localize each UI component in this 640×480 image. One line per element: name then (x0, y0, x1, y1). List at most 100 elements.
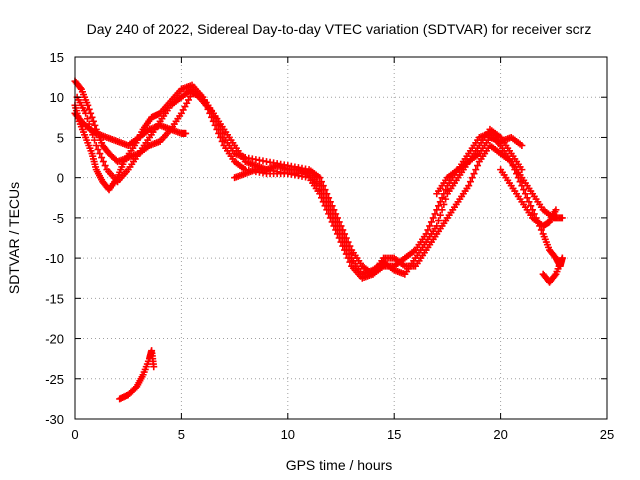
x-tick-label: 0 (71, 427, 78, 442)
data-point (440, 200, 448, 208)
data-point (346, 258, 354, 266)
y-tick-label: 10 (50, 90, 64, 105)
data-point (150, 363, 158, 371)
data-point (470, 170, 478, 178)
y-tick-label: -20 (45, 332, 64, 347)
data-series (71, 77, 566, 403)
data-point (436, 211, 444, 219)
series-track-5 (231, 162, 313, 182)
data-point (323, 206, 331, 214)
data-point (339, 242, 347, 250)
y-tick-label: -25 (45, 372, 64, 387)
data-point (514, 174, 522, 182)
series-track-8 (539, 254, 566, 286)
data-point (76, 84, 84, 92)
data-point (525, 198, 533, 206)
data-point (472, 166, 480, 174)
data-point (429, 214, 437, 222)
data-point (427, 218, 435, 226)
data-point (558, 254, 566, 262)
series-track-6 (433, 133, 526, 198)
data-point (520, 186, 528, 194)
data-point (330, 222, 338, 230)
data-point (208, 113, 216, 121)
data-point (333, 230, 341, 238)
x-tick-label: 15 (387, 427, 401, 442)
data-point (466, 178, 474, 186)
data-point (440, 190, 448, 198)
data-point (85, 105, 93, 113)
x-tick-label: 10 (281, 427, 295, 442)
data-point (101, 162, 109, 170)
y-tick-label: 15 (50, 50, 64, 65)
x-tick-label: 20 (493, 427, 507, 442)
data-point (305, 170, 313, 178)
data-point (435, 202, 443, 210)
data-point (87, 125, 95, 133)
data-point (513, 170, 521, 178)
data-point (518, 182, 526, 190)
data-point (442, 186, 450, 194)
y-tick-label: 5 (57, 130, 64, 145)
data-point (516, 178, 524, 186)
data-point (96, 150, 104, 158)
data-point (215, 129, 223, 137)
data-point (509, 162, 517, 170)
data-point (99, 158, 107, 166)
data-point (92, 141, 100, 149)
series-track-7 (497, 166, 560, 230)
data-point (507, 158, 515, 166)
data-point (468, 174, 476, 182)
data-point (89, 117, 97, 125)
data-point (424, 226, 432, 234)
data-point (94, 146, 102, 154)
y-axis-label: SDTVAR / TECUs (6, 182, 22, 294)
data-point (435, 217, 443, 225)
y-tick-label: -10 (45, 251, 64, 266)
data-point (442, 195, 450, 203)
data-point (518, 141, 526, 149)
data-point (326, 214, 334, 222)
data-point (335, 234, 343, 242)
data-point (316, 190, 324, 198)
x-tick-label: 5 (178, 427, 185, 442)
data-point (89, 131, 97, 139)
data-point (88, 113, 96, 121)
data-point (82, 109, 90, 117)
data-point (431, 210, 439, 218)
data-point (84, 101, 92, 109)
data-point (211, 121, 219, 129)
data-point (511, 166, 519, 174)
data-point (551, 272, 559, 280)
data-point (332, 226, 340, 234)
data-point (216, 133, 224, 141)
data-point (325, 210, 333, 218)
x-tick-label: 25 (600, 427, 614, 442)
data-point (316, 174, 324, 182)
data-point (218, 137, 226, 145)
data-point (317, 194, 325, 202)
axis-ticks: 0 5 10 15 20 25 -30 -25 -20 -15 -10 -5 0 5 10 15 (45, 50, 614, 442)
data-point (433, 222, 441, 230)
data-point (85, 120, 93, 128)
data-point (321, 202, 329, 210)
data-point (344, 254, 352, 262)
chart-title: Day 240 of 2022, Sidereal Day-to-day VTE… (87, 21, 592, 37)
data-point (422, 230, 430, 238)
y-tick-label: -15 (45, 291, 64, 306)
x-axis-label: GPS time / hours (286, 457, 393, 473)
series-track-4 (73, 85, 566, 282)
data-point (319, 198, 327, 206)
data-point (98, 154, 106, 162)
data-point (91, 121, 99, 129)
data-point (436, 198, 444, 206)
data-point (527, 202, 535, 210)
series-track-9 (116, 347, 158, 403)
data-point (182, 129, 190, 137)
data-point (426, 222, 434, 230)
data-point (521, 190, 529, 198)
data-point (438, 194, 446, 202)
data-point (523, 194, 531, 202)
